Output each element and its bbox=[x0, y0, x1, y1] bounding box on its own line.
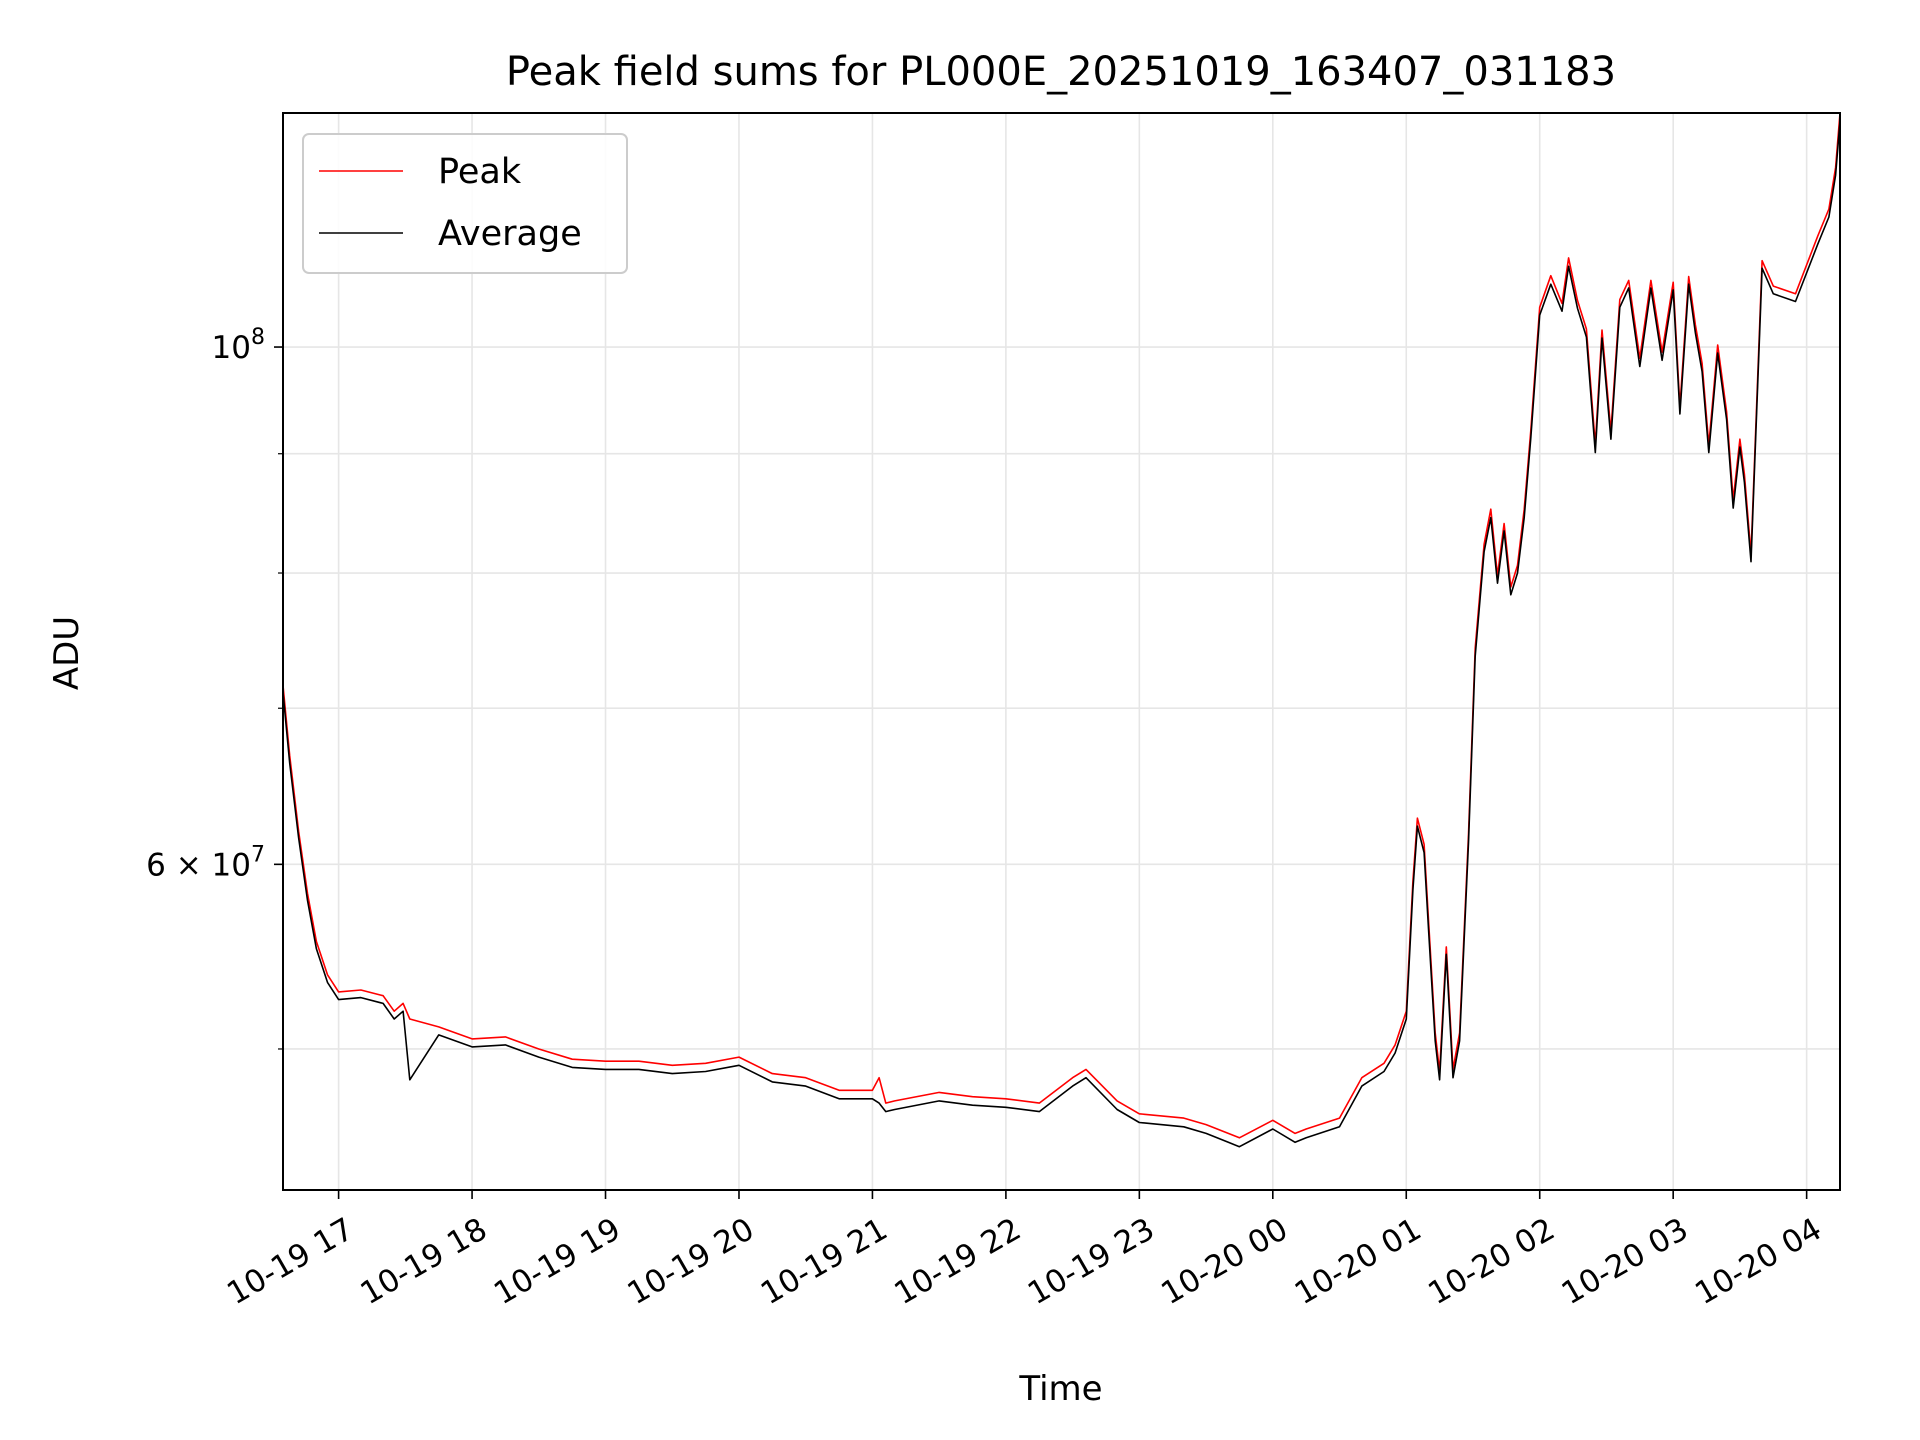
y-tick-label: 108 bbox=[212, 325, 265, 366]
series-average-line bbox=[282, 121, 1841, 1148]
legend-label-average: Average bbox=[438, 214, 582, 254]
y-axis: 6 × 107 108 bbox=[146, 325, 283, 1050]
y-tick-label: 6 × 107 bbox=[146, 842, 265, 883]
plot-frame bbox=[282, 112, 1841, 1191]
x-axis-label: Time bbox=[1018, 1369, 1102, 1409]
plot-series bbox=[282, 112, 1841, 1148]
legend-label-peak: Peak bbox=[438, 152, 522, 192]
legend: Peak Average bbox=[302, 133, 628, 274]
y-axis-label: ADU bbox=[47, 616, 87, 690]
legend-box bbox=[302, 133, 628, 274]
chart-title: Peak field sums for PL000E_20251019_1634… bbox=[506, 49, 1616, 95]
